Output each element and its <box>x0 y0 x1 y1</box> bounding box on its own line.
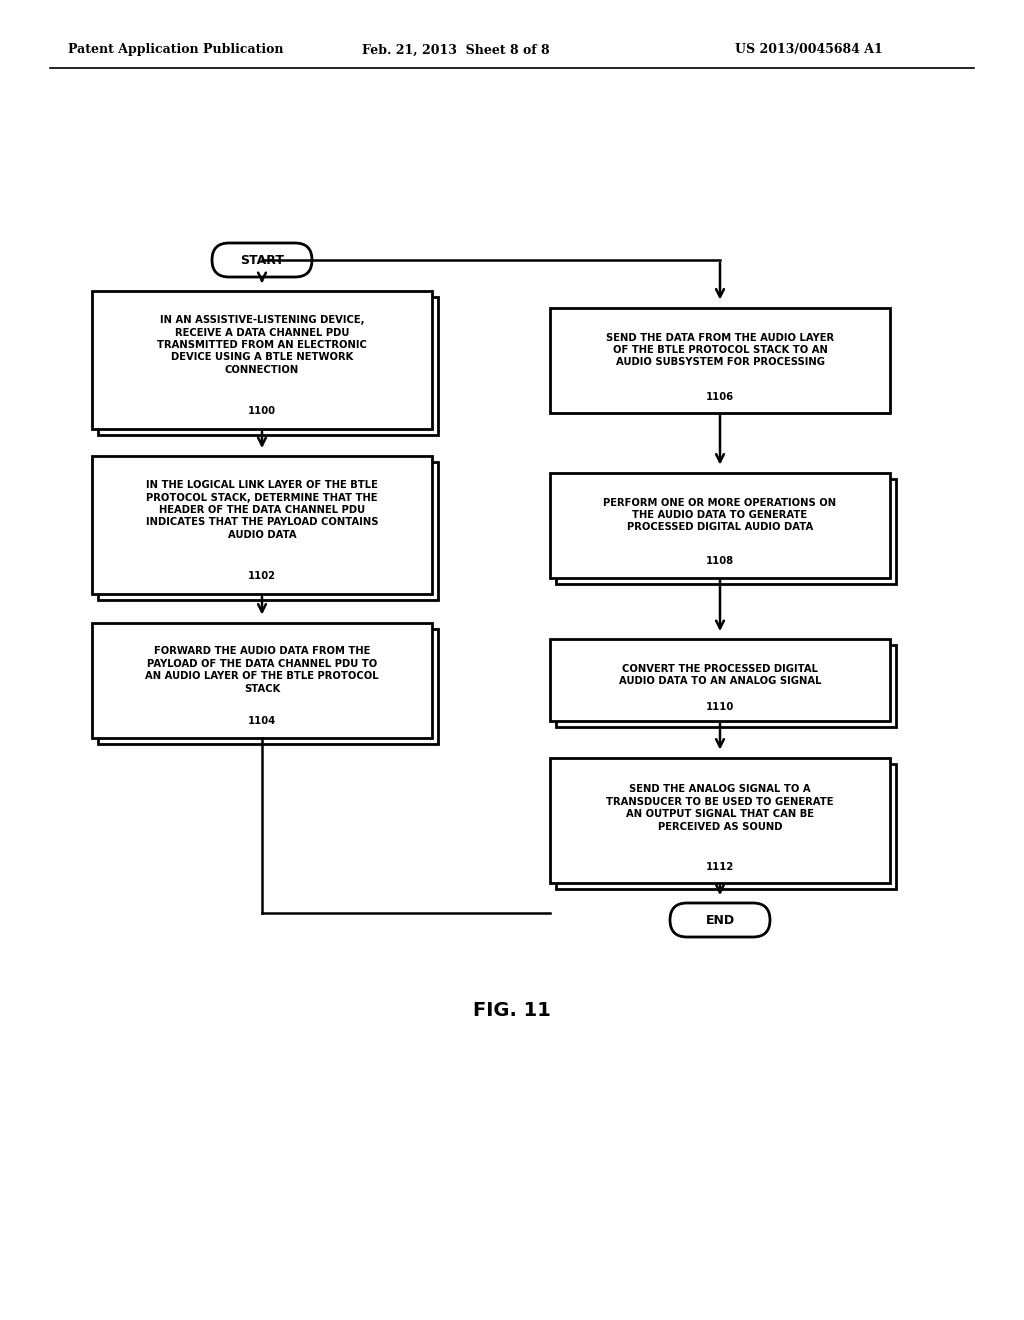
Text: 1104: 1104 <box>248 717 276 726</box>
Text: 1106: 1106 <box>706 392 734 401</box>
Text: SEND THE DATA FROM THE AUDIO LAYER
OF THE BTLE PROTOCOL STACK TO AN
AUDIO SUBSYS: SEND THE DATA FROM THE AUDIO LAYER OF TH… <box>606 333 835 367</box>
Bar <box>92 455 432 594</box>
Text: IN AN ASSISTIVE-LISTENING DEVICE,
RECEIVE A DATA CHANNEL PDU
TRANSMITTED FROM AN: IN AN ASSISTIVE-LISTENING DEVICE, RECEIV… <box>157 315 367 375</box>
Bar <box>550 473 890 578</box>
Bar <box>550 758 890 883</box>
Text: 1100: 1100 <box>248 407 276 416</box>
FancyBboxPatch shape <box>212 243 312 277</box>
Text: START: START <box>240 253 284 267</box>
Bar <box>556 479 896 583</box>
Text: Feb. 21, 2013  Sheet 8 of 8: Feb. 21, 2013 Sheet 8 of 8 <box>362 44 550 57</box>
Text: PERFORM ONE OR MORE OPERATIONS ON
THE AUDIO DATA TO GENERATE
PROCESSED DIGITAL A: PERFORM ONE OR MORE OPERATIONS ON THE AU… <box>603 498 837 532</box>
Bar <box>98 628 438 743</box>
Bar <box>92 290 432 429</box>
Text: 1108: 1108 <box>706 557 734 566</box>
Text: FORWARD THE AUDIO DATA FROM THE
PAYLOAD OF THE DATA CHANNEL PDU TO
AN AUDIO LAYE: FORWARD THE AUDIO DATA FROM THE PAYLOAD … <box>145 647 379 693</box>
Bar <box>92 623 432 738</box>
Bar <box>556 763 896 888</box>
Text: US 2013/0045684 A1: US 2013/0045684 A1 <box>735 44 883 57</box>
Bar <box>550 639 890 721</box>
Text: FIG. 11: FIG. 11 <box>473 1001 551 1019</box>
Text: 1110: 1110 <box>706 702 734 711</box>
Text: 1102: 1102 <box>248 572 276 581</box>
Text: SEND THE ANALOG SIGNAL TO A
TRANSDUCER TO BE USED TO GENERATE
AN OUTPUT SIGNAL T: SEND THE ANALOG SIGNAL TO A TRANSDUCER T… <box>606 784 834 832</box>
Bar <box>98 462 438 601</box>
Bar <box>556 645 896 727</box>
Text: END: END <box>706 913 734 927</box>
Text: Patent Application Publication: Patent Application Publication <box>68 44 284 57</box>
FancyBboxPatch shape <box>670 903 770 937</box>
Text: 1112: 1112 <box>706 862 734 871</box>
Bar <box>98 297 438 436</box>
Text: CONVERT THE PROCESSED DIGITAL
AUDIO DATA TO AN ANALOG SIGNAL: CONVERT THE PROCESSED DIGITAL AUDIO DATA… <box>618 664 821 686</box>
Bar <box>550 308 890 412</box>
Text: IN THE LOGICAL LINK LAYER OF THE BTLE
PROTOCOL STACK, DETERMINE THAT THE
HEADER : IN THE LOGICAL LINK LAYER OF THE BTLE PR… <box>145 480 378 540</box>
